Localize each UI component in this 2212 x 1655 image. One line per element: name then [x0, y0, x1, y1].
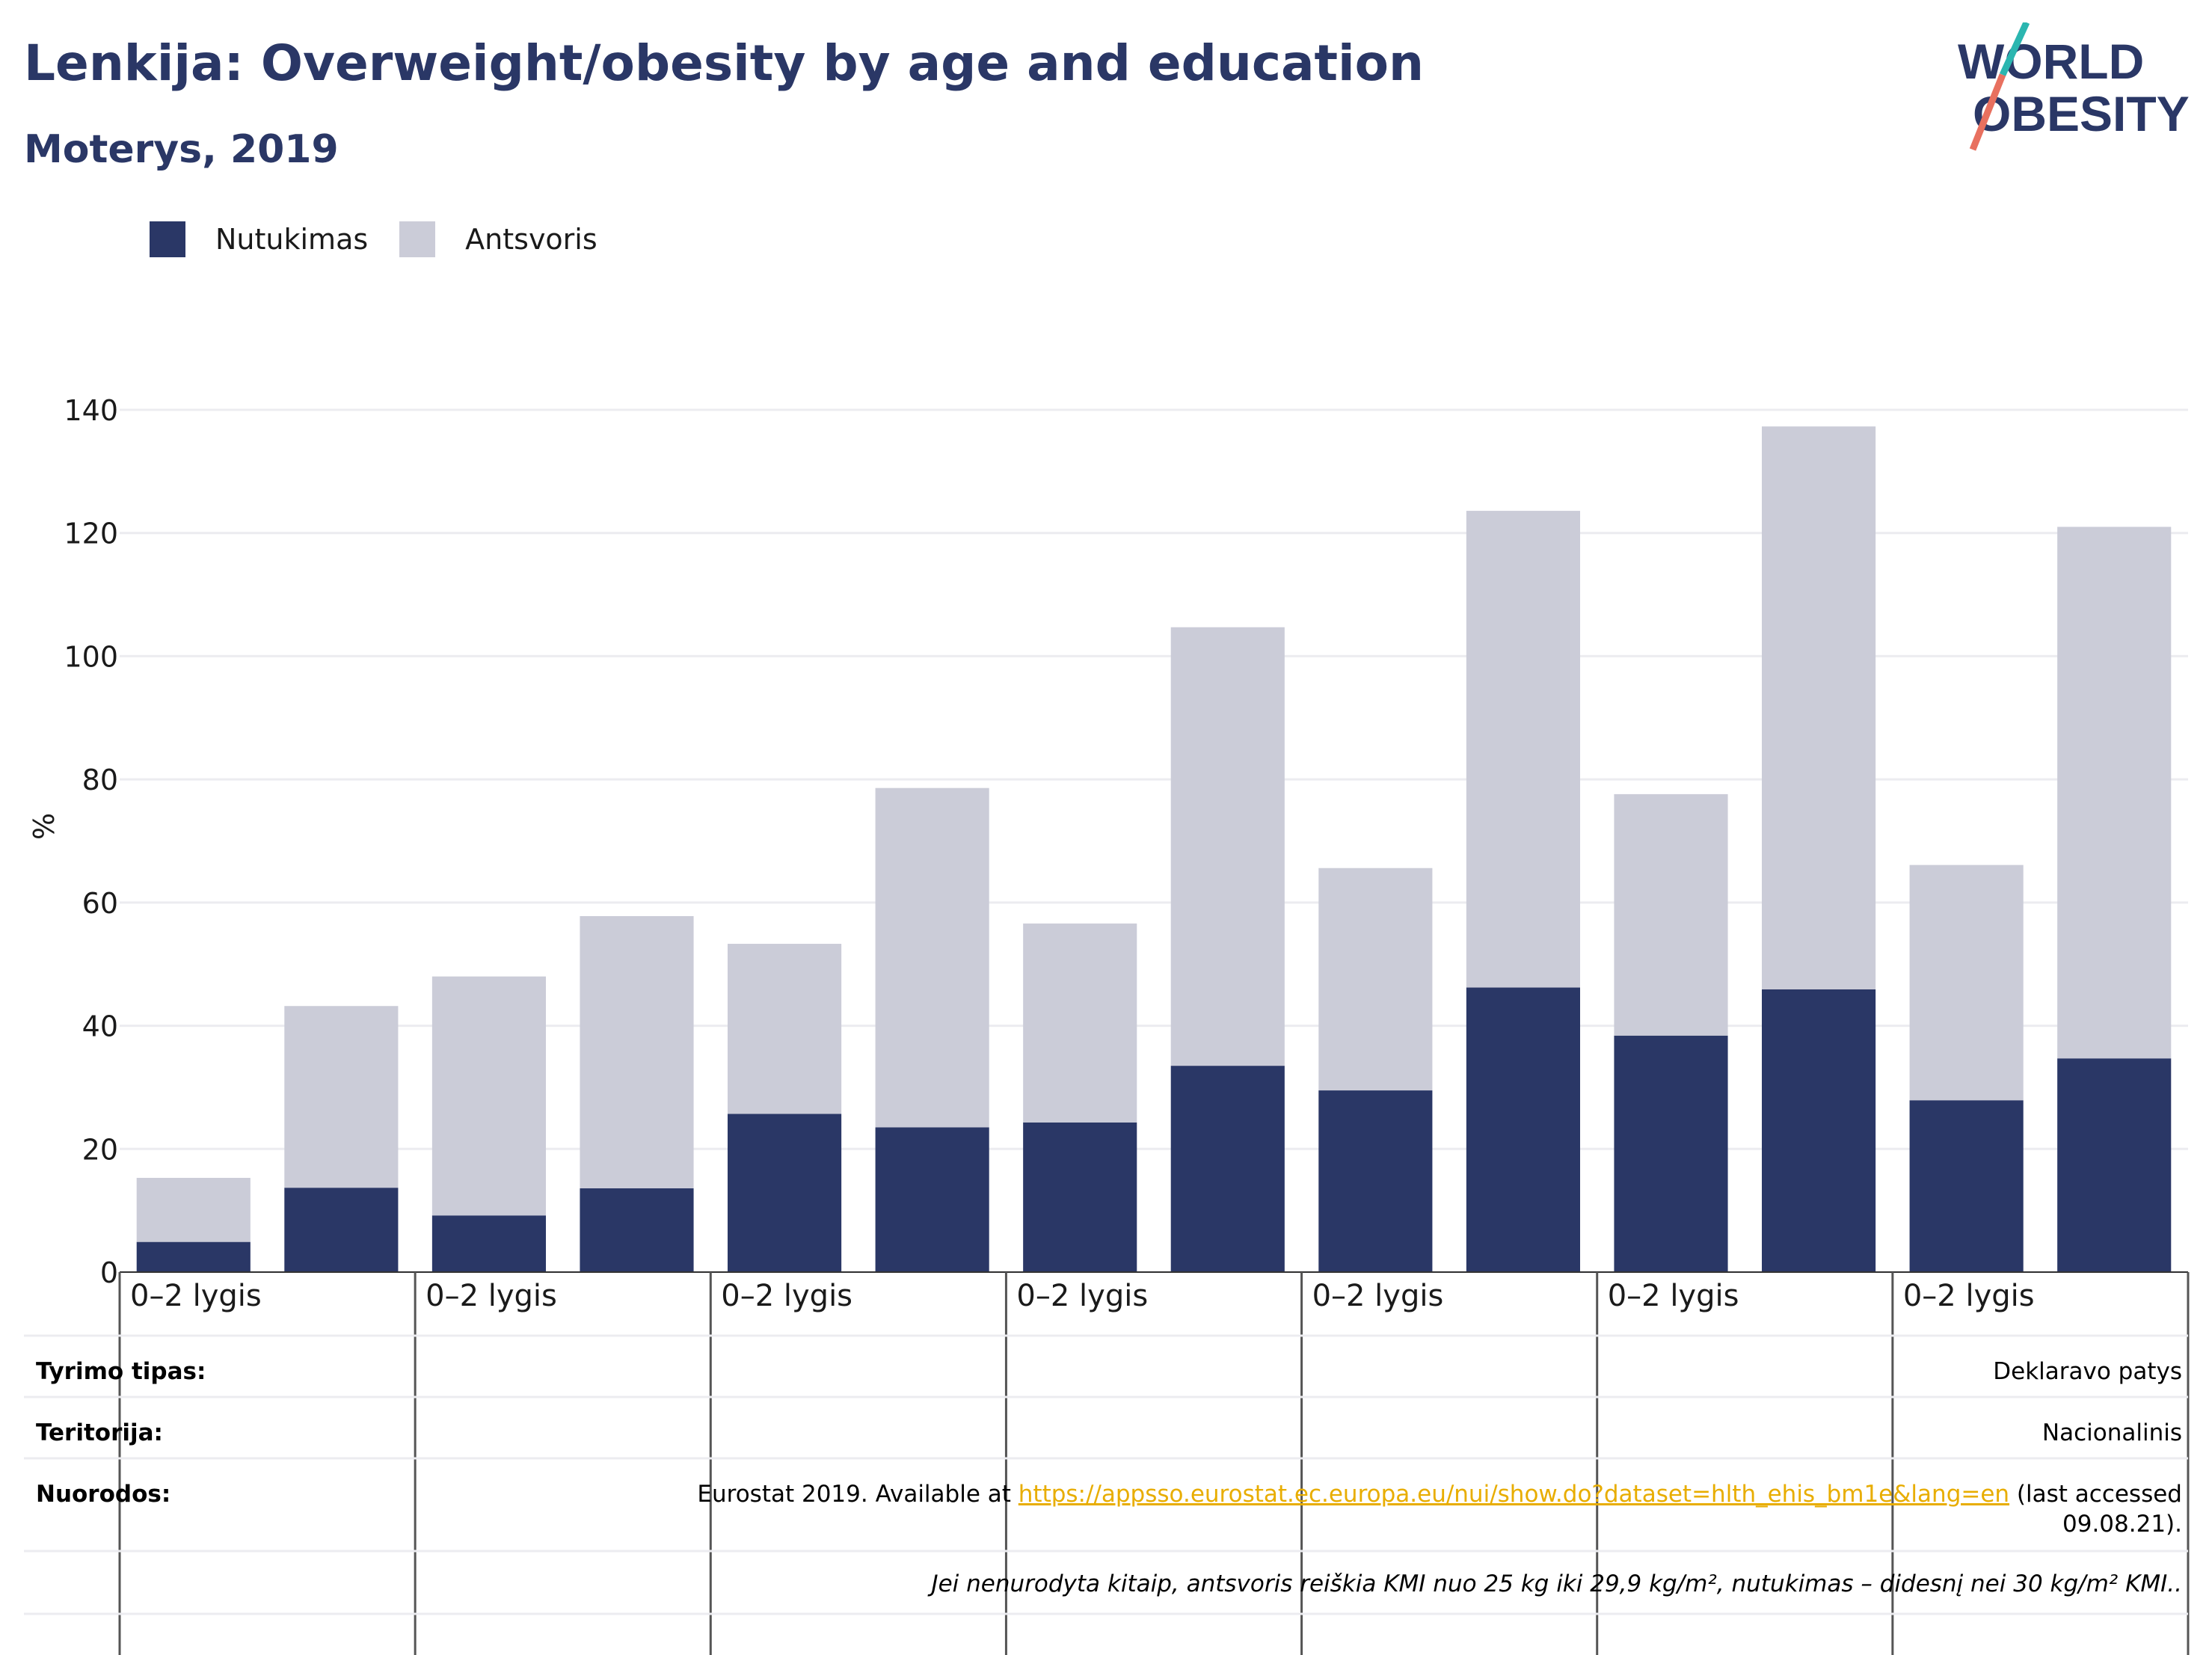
bar-overweight [284, 1006, 399, 1188]
references-text-line2: 09.08.21). [2062, 1511, 2182, 1538]
y-tick-label: 20 [82, 1133, 118, 1166]
page-title: Lenkija: Overweight/obesity by age and e… [24, 34, 1425, 92]
bar-obesity [728, 1114, 842, 1272]
bar-overweight [1762, 426, 1876, 989]
bar-obesity [136, 1241, 251, 1272]
x-group-label: 0–2 lygis [1016, 1279, 1148, 1313]
legend-swatch-overweight [399, 221, 436, 257]
bar-obesity [284, 1188, 399, 1272]
bar-overweight [1318, 868, 1433, 1091]
bar-obesity [431, 1215, 546, 1272]
y-tick-label: 100 [64, 640, 118, 673]
references-label: Nuorodos: [36, 1481, 171, 1508]
bar-obesity [1023, 1122, 1137, 1272]
legend: Nutukimas Antsvoris [150, 221, 629, 257]
x-group-label: 0–2 lygis [1608, 1279, 1739, 1313]
bar-obesity [875, 1127, 989, 1272]
y-tick-label: 60 [82, 887, 118, 920]
bar-obesity [1318, 1090, 1433, 1272]
bar-overweight [875, 787, 989, 1128]
y-tick-label: 140 [64, 394, 118, 427]
legend-swatch-obesity [150, 221, 185, 257]
bar-overweight [1466, 511, 1580, 988]
x-group-label: 0–2 lygis [1903, 1279, 2035, 1313]
logo-slash-teal [1999, 22, 2030, 76]
legend-item-obesity: Nutukimas [150, 221, 368, 257]
x-group-label: 0–2 lygis [721, 1279, 852, 1313]
legend-label-obesity: Nutukimas [215, 223, 369, 256]
bar-overweight [1614, 793, 1728, 1036]
y-tick-label: 120 [64, 518, 118, 550]
bar-overweight [728, 944, 842, 1114]
survey-type-label: Tyrimo tipas: [36, 1358, 206, 1385]
bar-obesity [1170, 1066, 1285, 1272]
bar-obesity [1909, 1100, 2024, 1272]
y-tick-label: 0 [100, 1256, 118, 1289]
x-group-label: 0–2 lygis [130, 1279, 262, 1313]
bar-obesity [1466, 987, 1580, 1272]
territory-value: Nacionalinis [2042, 1419, 2182, 1446]
logo-slash-coral [1969, 73, 2006, 151]
x-group-label: 0–2 lygis [1312, 1279, 1444, 1313]
logo-word-1: WORLD [1958, 34, 2144, 89]
territory-label: Teritorija: [36, 1419, 163, 1446]
references-text-before: Eurostat 2019. Available at [697, 1481, 1019, 1508]
page-subtitle: Moterys, 2019 [24, 127, 339, 172]
references-text-after: (last accessed [2009, 1481, 2182, 1508]
bar-overweight [1909, 865, 2024, 1101]
bar-overweight [2057, 526, 2172, 1059]
references-value: Eurostat 2019. Available at https://apps… [697, 1479, 2182, 1539]
y-tick-label: 80 [82, 764, 118, 796]
bar-overweight [1023, 923, 1137, 1123]
bar-obesity [580, 1188, 694, 1272]
bar-obesity [1614, 1035, 1728, 1272]
bar-overweight [1170, 627, 1285, 1066]
y-axis-label: % [28, 813, 61, 840]
logo-word-2: OBESITY [1973, 86, 2190, 141]
legend-item-overweight: Antsvoris [399, 221, 597, 257]
bar-obesity [1762, 989, 1876, 1272]
y-tick-label: 40 [82, 1010, 118, 1043]
definition-note: Jei nenurodyta kitaip, antsvoris reiškia… [931, 1570, 2182, 1597]
bar-overweight [580, 915, 694, 1188]
world-obesity-logo: WORLD OBESITY [1958, 22, 2190, 151]
survey-type-value: Deklaravo patys [1993, 1358, 2182, 1385]
references-link[interactable]: https://appsso.eurostat.ec.europa.eu/nui… [1018, 1481, 2010, 1508]
legend-label-overweight: Antsvoris [465, 223, 597, 256]
x-group-label: 0–2 lygis [425, 1279, 557, 1313]
bar-overweight [136, 1177, 251, 1242]
bar-obesity [2057, 1058, 2172, 1272]
bar-overweight [431, 976, 546, 1216]
